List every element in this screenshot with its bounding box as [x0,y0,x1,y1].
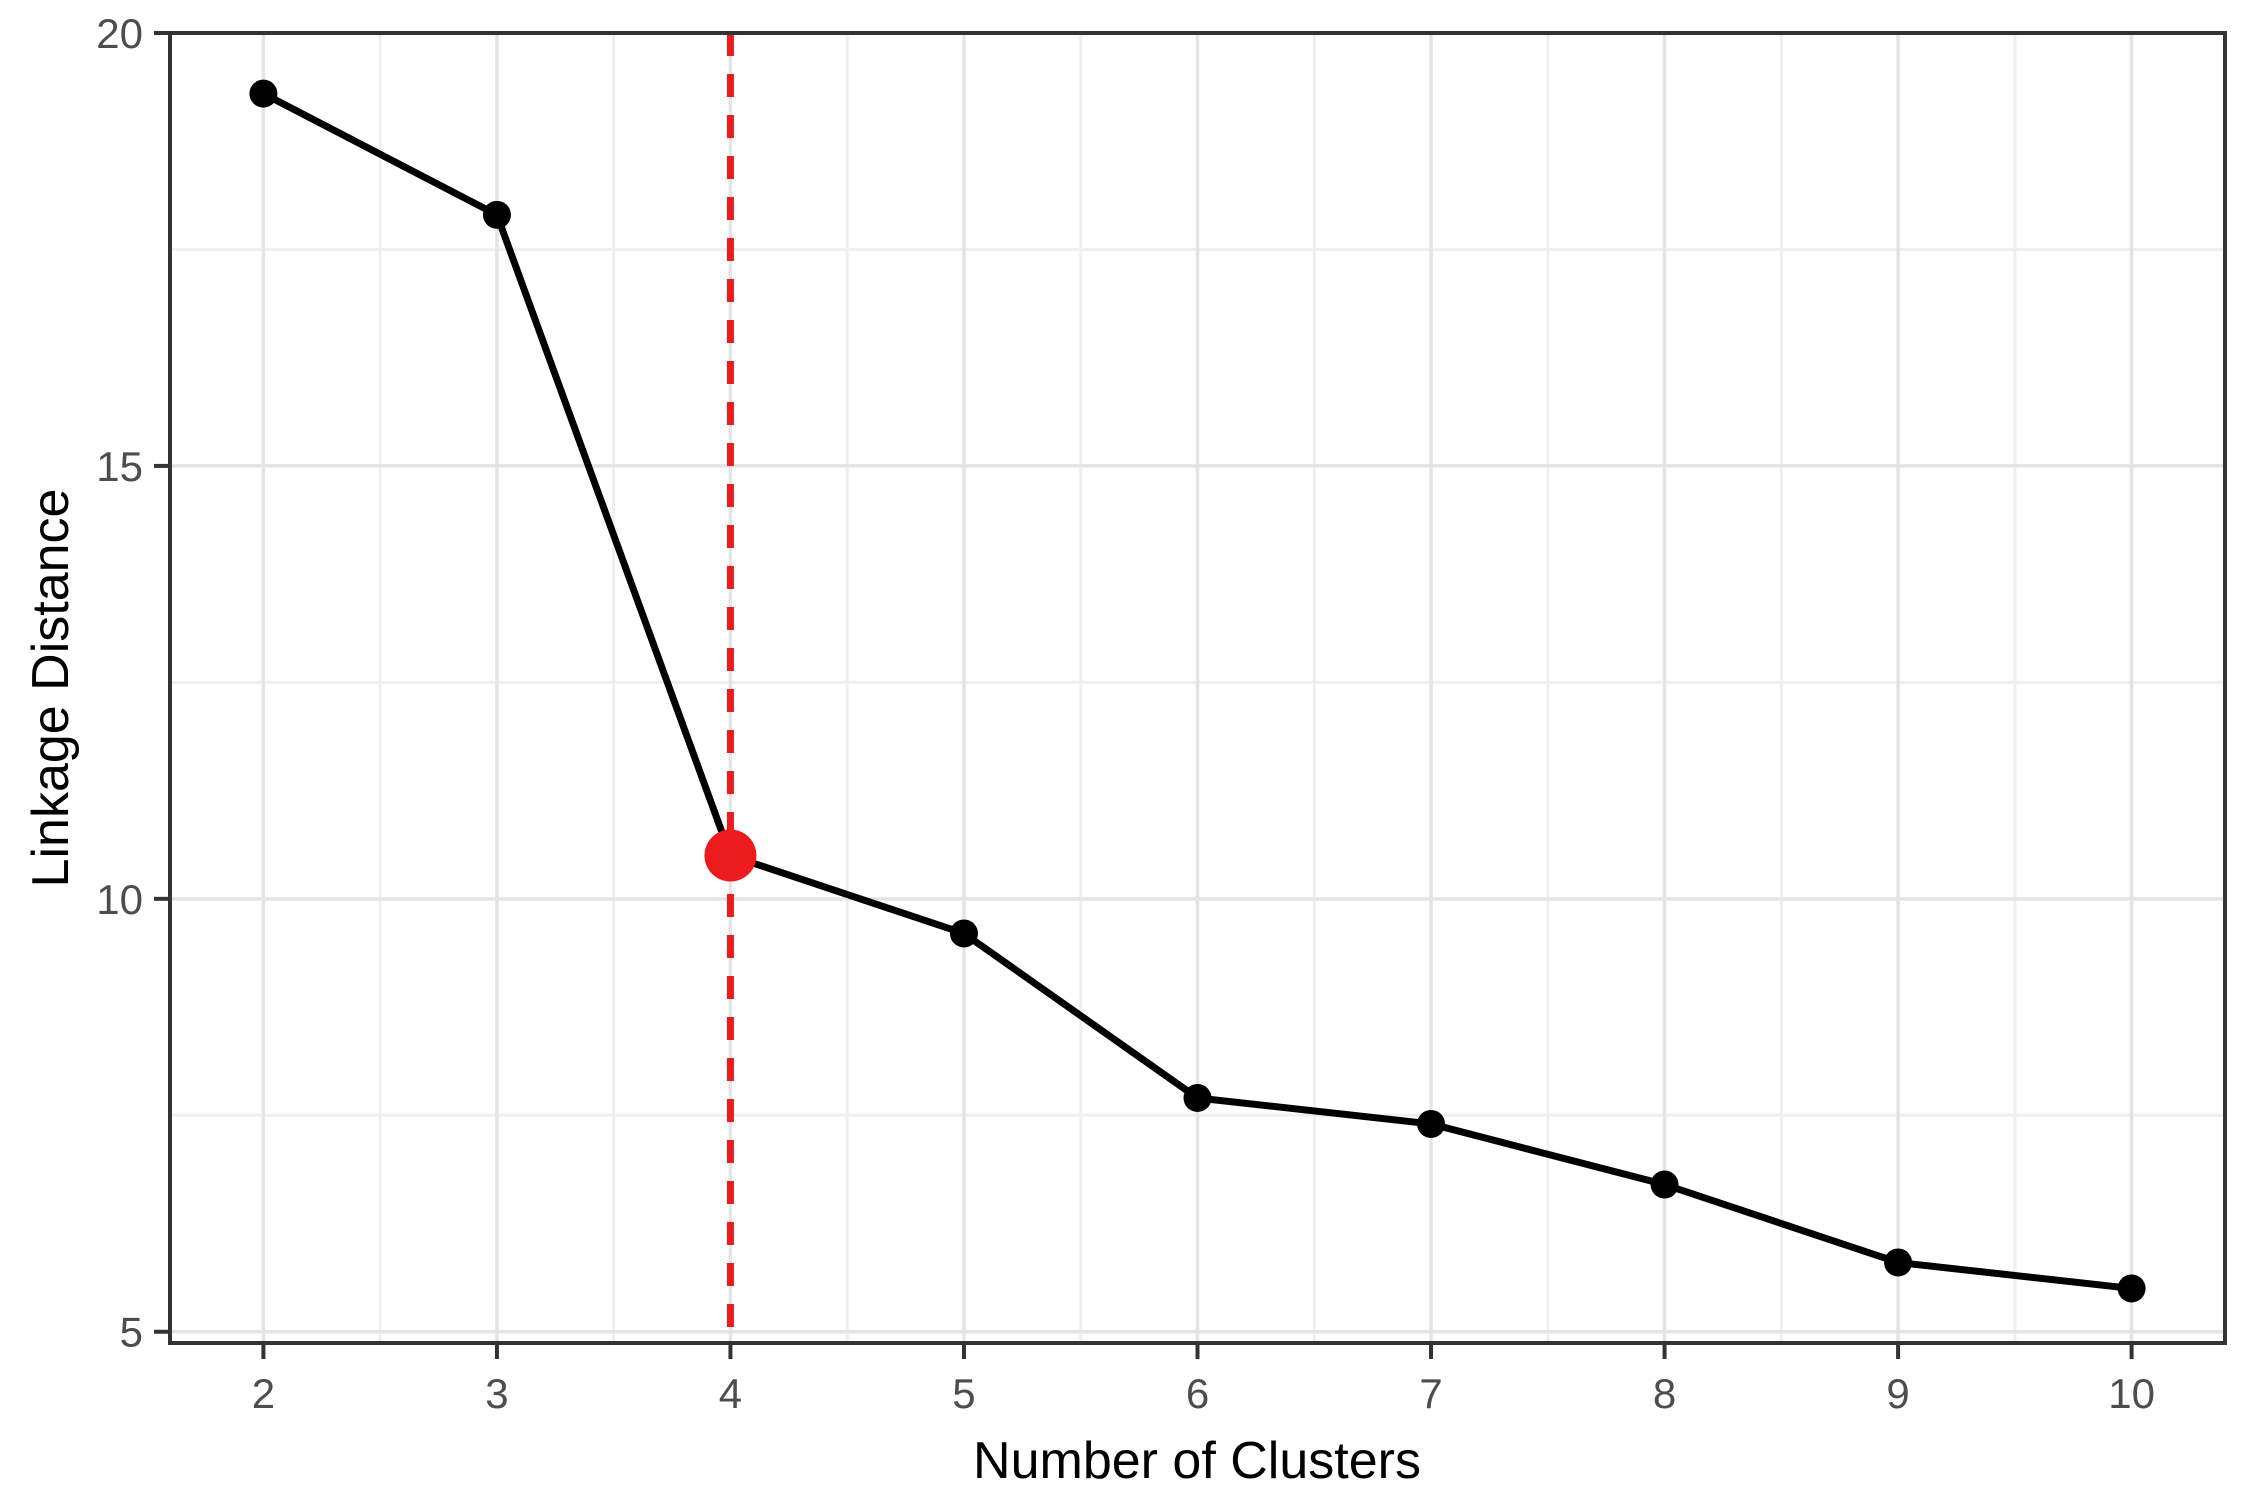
data-point [482,200,511,229]
x-tick-label: 2 [252,1370,275,1417]
x-axis-title: Number of Clusters [973,1432,1421,1490]
x-tick-label: 10 [2108,1370,2155,1417]
data-point [1650,1170,1679,1199]
x-tick-label: 6 [1186,1370,1209,1417]
x-tick-label: 9 [1886,1370,1909,1417]
data-point [2117,1274,2146,1303]
x-tick-label: 3 [485,1370,508,1417]
x-tick-label: 4 [719,1370,742,1417]
y-tick-label: 15 [96,443,143,490]
y-tick-label: 10 [96,876,143,923]
x-tick-label: 5 [952,1370,975,1417]
y-tick-label: 20 [96,10,143,57]
data-point [1884,1248,1913,1277]
x-tick-label: 7 [1419,1370,1442,1417]
x-tick-label: 8 [1653,1370,1676,1417]
data-point [249,79,278,108]
y-axis-title: Linkage Distance [22,489,80,888]
chart-layers: 2 3 4 5 6 7 8 9 10 5 10 15 20 [96,10,2227,1417]
y-tick-label: 5 [120,1309,143,1356]
data-point [949,919,978,948]
data-point [1417,1109,1446,1138]
optimal-clusters-point [704,829,757,882]
data-point [1183,1083,1212,1112]
